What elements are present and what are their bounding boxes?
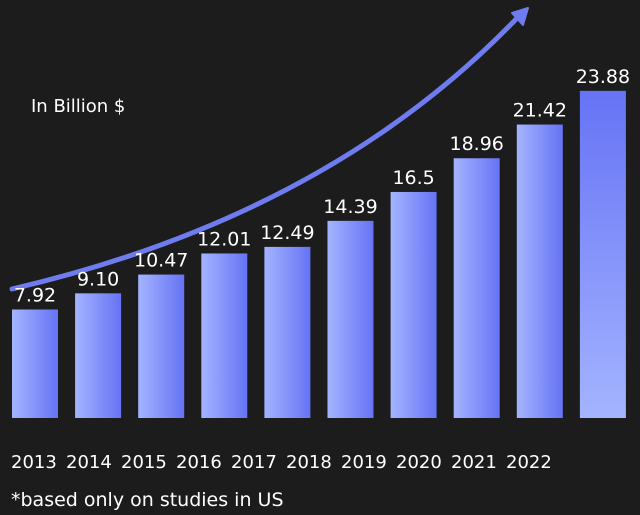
data-label-2015: 10.47 <box>134 250 188 272</box>
bar-2019 <box>390 191 437 418</box>
bar-2020 <box>453 158 500 419</box>
bar-2016 <box>201 253 248 418</box>
bar-2015 <box>138 274 185 418</box>
x-tick-label-2014: 2014 <box>66 452 112 473</box>
data-label-2018: 14.39 <box>323 196 377 218</box>
trend-arrow-head <box>511 7 529 26</box>
x-tick-label-2022: 2022 <box>506 452 552 473</box>
data-label-2016: 12.01 <box>197 228 251 250</box>
data-label-2013: 7.92 <box>14 284 56 306</box>
data-label-2019: 16.5 <box>392 167 434 189</box>
x-tick-label-2013: 2013 <box>11 452 57 473</box>
bar-2013 <box>12 309 58 418</box>
bar-2014 <box>75 293 122 418</box>
data-label-2014: 9.10 <box>77 268 119 290</box>
data-label-2020: 18.96 <box>449 133 503 155</box>
trend-arrow <box>9 12 523 292</box>
x-tick-label-2020: 2020 <box>396 452 442 473</box>
x-tick-label-2018: 2018 <box>286 452 332 473</box>
unit-label: In Billion $ <box>31 96 126 117</box>
data-label-2021: 21.42 <box>513 100 567 122</box>
x-tick-label-2021: 2021 <box>451 452 497 473</box>
bar-2022 <box>579 90 626 419</box>
data-label-2017: 12.49 <box>260 222 314 244</box>
data-label-2022: 23.88 <box>576 66 630 88</box>
bar-2021 <box>516 124 563 419</box>
x-tick-label-2016: 2016 <box>176 452 222 473</box>
x-tick-label-2015: 2015 <box>121 452 167 473</box>
footnote: *based only on studies in US <box>11 489 284 511</box>
x-tick-label-2017: 2017 <box>231 452 277 473</box>
bar-2017 <box>264 246 311 418</box>
x-tick-label-2019: 2019 <box>341 452 387 473</box>
bar-2018 <box>327 220 374 418</box>
